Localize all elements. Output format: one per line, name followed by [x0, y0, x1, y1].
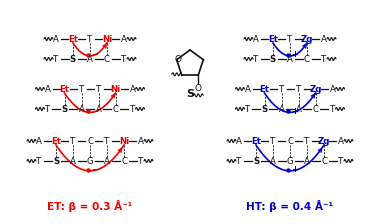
Text: A: A: [87, 54, 93, 63]
Text: A: A: [245, 84, 250, 93]
Text: T: T: [271, 136, 276, 146]
Text: T: T: [130, 105, 135, 114]
Text: ET: β = 0.3 Å⁻¹: ET: β = 0.3 Å⁻¹: [48, 200, 133, 212]
Text: A: A: [104, 157, 110, 166]
Text: T: T: [287, 34, 293, 43]
Text: T: T: [45, 105, 50, 114]
Text: C: C: [287, 136, 293, 146]
Text: T: T: [330, 105, 335, 114]
Text: A: A: [138, 136, 144, 146]
Text: C: C: [87, 136, 93, 146]
Text: A: A: [270, 157, 276, 166]
Text: S: S: [62, 105, 68, 114]
Text: T: T: [87, 34, 93, 43]
Text: A: A: [121, 34, 127, 43]
Text: C: C: [104, 54, 110, 63]
Text: A: A: [321, 34, 327, 43]
Text: Zg: Zg: [309, 84, 322, 93]
Text: C: C: [304, 54, 310, 63]
Text: T: T: [36, 157, 42, 166]
Text: +: +: [291, 165, 298, 174]
Text: +: +: [291, 50, 298, 59]
Text: T: T: [253, 54, 259, 63]
Text: T: T: [105, 136, 109, 146]
Text: T: T: [138, 157, 144, 166]
Text: A: A: [44, 84, 51, 93]
Text: A: A: [296, 105, 301, 114]
Text: O: O: [174, 55, 181, 64]
Text: Et: Et: [68, 34, 78, 43]
Text: A: A: [70, 157, 76, 166]
Text: T: T: [53, 54, 59, 63]
Text: Et: Et: [268, 34, 278, 43]
Text: G: G: [87, 157, 93, 166]
Text: A: A: [95, 105, 101, 114]
Text: Et: Et: [251, 136, 261, 146]
Text: A: A: [130, 84, 135, 93]
Text: A: A: [338, 136, 344, 146]
Text: A: A: [304, 157, 310, 166]
Text: S: S: [186, 89, 194, 99]
Text: C: C: [312, 105, 318, 114]
Text: Et: Et: [51, 136, 61, 146]
Text: G: G: [287, 157, 293, 166]
Text: T: T: [245, 105, 250, 114]
Text: C: C: [121, 157, 127, 166]
Text: T: T: [338, 157, 344, 166]
Text: Zg: Zg: [301, 34, 313, 43]
Text: T: T: [236, 157, 242, 166]
Text: Ni: Ni: [102, 34, 112, 43]
Text: A: A: [36, 136, 42, 146]
Text: T: T: [121, 54, 127, 63]
Text: A: A: [329, 84, 336, 93]
Text: Ni: Ni: [119, 136, 129, 146]
Text: S: S: [53, 157, 59, 166]
Text: A: A: [287, 54, 293, 63]
Text: A: A: [236, 136, 242, 146]
Text: S: S: [253, 157, 259, 166]
Text: T: T: [321, 54, 327, 63]
Text: T: T: [96, 84, 101, 93]
Text: O: O: [195, 84, 202, 93]
Text: A: A: [79, 105, 84, 114]
Text: Et: Et: [60, 84, 70, 93]
Text: T: T: [70, 136, 76, 146]
Text: Et: Et: [260, 84, 269, 93]
Text: C: C: [112, 105, 119, 114]
Text: S: S: [70, 54, 76, 63]
Text: Ni: Ni: [111, 84, 120, 93]
Text: S: S: [270, 54, 276, 63]
Text: −: −: [91, 50, 98, 59]
Text: −: −: [91, 165, 98, 174]
Text: +: +: [291, 107, 298, 116]
Text: HT: β = 0.4 Å⁻¹: HT: β = 0.4 Å⁻¹: [247, 200, 334, 212]
Text: A: A: [253, 34, 259, 43]
Text: −: −: [91, 107, 98, 116]
Text: A: A: [279, 105, 285, 114]
Text: T: T: [304, 136, 310, 146]
Text: T: T: [79, 84, 84, 93]
Text: C: C: [321, 157, 327, 166]
Text: Zg: Zg: [318, 136, 330, 146]
Text: S: S: [261, 105, 268, 114]
Text: T: T: [296, 84, 301, 93]
Text: A: A: [53, 34, 59, 43]
Text: T: T: [279, 84, 284, 93]
